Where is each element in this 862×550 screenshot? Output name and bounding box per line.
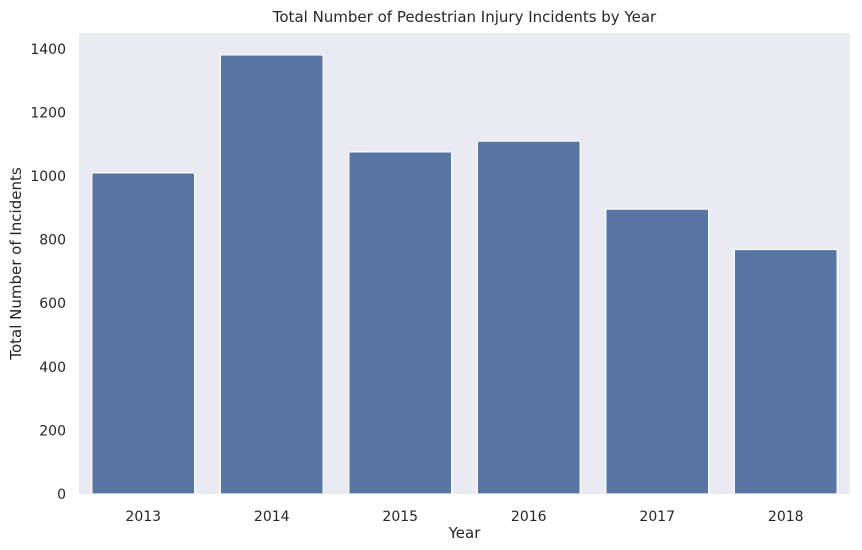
bar-2017 [605,208,710,495]
bar-2013 [91,172,196,495]
x-axis-label: Year [448,524,482,542]
x-tick-label: 2017 [639,509,675,525]
bar-2015 [348,151,453,495]
x-tick-label: 2016 [511,509,547,525]
x-tick-label: 2014 [254,509,290,525]
x-axis-ticks: 2013 2014 2015 2016 2017 2018 [125,509,803,525]
y-tick-label: 400 [39,360,66,376]
y-tick-label: 0 [57,487,66,503]
y-tick-label: 800 [39,233,66,249]
plot-area [79,33,850,494]
bars-group [91,54,838,495]
bar-2016 [476,140,581,495]
y-axis-ticks: 0 200 400 600 800 1000 1200 1400 [30,42,66,503]
x-tick-label: 2015 [382,509,418,525]
x-tick-label: 2018 [768,509,804,525]
y-tick-label: 1000 [30,169,66,185]
chart-title: Total Number of Pedestrian Injury Incide… [272,8,657,26]
bar-2014 [219,54,324,495]
y-tick-label: 1400 [30,42,66,58]
y-tick-label: 1200 [30,105,66,121]
x-tick-label: 2013 [125,509,161,525]
bar-2018 [733,248,838,495]
y-axis-label: Total Number of Incidents [7,167,25,361]
y-tick-label: 600 [39,296,66,312]
y-tick-label: 200 [39,423,66,439]
